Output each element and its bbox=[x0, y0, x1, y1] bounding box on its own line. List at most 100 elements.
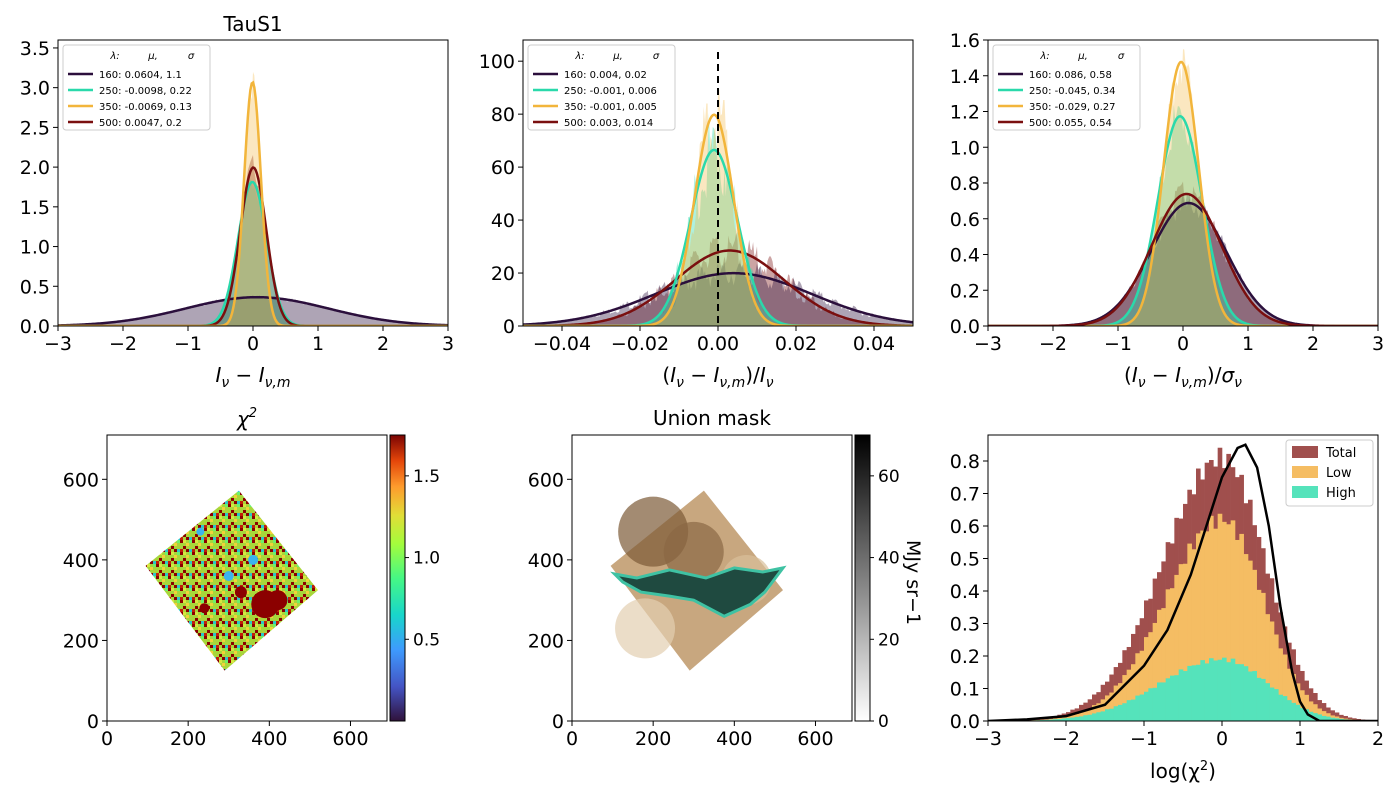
bar-Low bbox=[1113, 685, 1119, 721]
bar-High bbox=[1087, 714, 1093, 721]
bar-High bbox=[1048, 719, 1054, 721]
x-tick-label: 2 bbox=[377, 333, 389, 355]
histogram-500 bbox=[988, 181, 1378, 326]
bar-Low bbox=[1304, 694, 1309, 721]
x-tick-label: −2 bbox=[109, 333, 137, 355]
legend-header: λ: bbox=[109, 51, 119, 62]
bar-Low bbox=[1174, 574, 1179, 721]
bar-High bbox=[1230, 658, 1236, 721]
fit-line-350 bbox=[58, 80, 448, 326]
bar-High bbox=[1170, 675, 1175, 721]
bar-Low bbox=[1295, 683, 1301, 721]
y-tick-label: 0 bbox=[87, 711, 99, 733]
bar-High bbox=[1269, 687, 1275, 721]
bar-Low bbox=[1269, 621, 1275, 721]
legend-box bbox=[62, 44, 211, 131]
x-tick-label: 600 bbox=[332, 728, 368, 750]
bar-High bbox=[1122, 703, 1127, 721]
bar-Low bbox=[1235, 539, 1240, 721]
x-axis-label-part: I bbox=[1175, 363, 1181, 387]
histogram-250 bbox=[523, 112, 913, 326]
model-line bbox=[988, 443, 1378, 721]
y-tick-label: 0 bbox=[503, 316, 515, 338]
bar-High bbox=[1196, 664, 1201, 721]
bar-High bbox=[1239, 664, 1244, 721]
bar-High bbox=[1083, 715, 1088, 721]
bar-High bbox=[1265, 683, 1270, 721]
bar-Low bbox=[1096, 703, 1101, 721]
x-axis-label-part: ν bbox=[1234, 375, 1242, 391]
bar-High bbox=[1213, 660, 1218, 721]
bar-High bbox=[1157, 682, 1162, 721]
bar-Low bbox=[1274, 634, 1279, 721]
legend-entry: 250: -0.0098, 0.22 bbox=[99, 86, 192, 97]
bar-Low bbox=[1313, 704, 1318, 721]
y-tick-label: 2.5 bbox=[20, 117, 50, 139]
bar-High bbox=[1295, 704, 1301, 721]
x-axis-label-part: − bbox=[1146, 363, 1175, 387]
map-feature bbox=[267, 590, 288, 611]
y-tick-label: 0.6 bbox=[950, 516, 980, 538]
x-tick-label: 0 bbox=[1216, 728, 1228, 750]
bar-Low bbox=[1213, 528, 1218, 721]
bar-Low bbox=[1170, 588, 1175, 721]
legend-entry: 350: -0.001, 0.005 bbox=[564, 102, 657, 113]
map-footprint bbox=[145, 490, 318, 671]
legend-entry: Total bbox=[1325, 446, 1356, 461]
x-axis-label-part: ν bbox=[676, 375, 684, 391]
x-tick-label: −2 bbox=[1039, 333, 1067, 355]
bar-High bbox=[1178, 669, 1184, 721]
map-feature bbox=[234, 586, 247, 599]
bar-Low bbox=[1230, 520, 1236, 721]
legend-swatch bbox=[1292, 446, 1318, 458]
bar-Low bbox=[1196, 533, 1201, 721]
bar-High bbox=[1113, 706, 1119, 721]
bar-High bbox=[1183, 671, 1188, 721]
panel-title: TauS1 bbox=[222, 12, 282, 36]
y-tick-label: 0.6 bbox=[950, 209, 980, 231]
y-tick-label: 0.4 bbox=[950, 245, 980, 267]
x-axis-label-part: I bbox=[1132, 363, 1138, 387]
bar-High bbox=[1209, 658, 1214, 721]
y-tick-label: 20 bbox=[491, 263, 515, 285]
x-tick-label: 400 bbox=[251, 728, 287, 750]
x-tick-label: −3 bbox=[974, 333, 1002, 355]
bar-High bbox=[1287, 700, 1292, 721]
x-tick-label: 3 bbox=[1372, 333, 1384, 355]
y-tick-label: 1.6 bbox=[950, 30, 980, 52]
colorbar-tick-label: 1.5 bbox=[413, 467, 440, 487]
fit-line-250 bbox=[988, 114, 1378, 326]
bar-Low bbox=[1144, 637, 1149, 721]
colorbar-tick-label: 1.0 bbox=[413, 549, 440, 569]
bar-Total bbox=[1035, 718, 1041, 721]
legend-swatch bbox=[1292, 466, 1318, 478]
legend-entry: 250: -0.045, 0.34 bbox=[1029, 86, 1116, 97]
bar-High bbox=[1243, 666, 1249, 721]
x-axis-label: (Iν − Iν,m)/σν bbox=[1124, 363, 1242, 391]
y-tick-label: 0.7 bbox=[950, 484, 980, 506]
fit-line-500 bbox=[58, 166, 448, 326]
bar-High bbox=[1044, 719, 1049, 721]
panel-4: 0 200 400 600 0 200 400 600 0 20 40 60 Union mask MJy… bbox=[528, 406, 924, 750]
bar-Low bbox=[1100, 699, 1106, 721]
bar-High bbox=[1304, 709, 1309, 721]
colorbar bbox=[389, 434, 406, 722]
x-axis-label-part: )/ bbox=[745, 363, 760, 387]
bar-High bbox=[1300, 708, 1305, 721]
bar-High bbox=[1226, 662, 1231, 721]
x-axis-label: (Iν − Iν,m)/Iν bbox=[662, 363, 773, 391]
bar-High bbox=[1139, 694, 1145, 721]
histogram-500 bbox=[58, 154, 448, 326]
y-tick-label: 0.3 bbox=[950, 614, 980, 636]
plot-area bbox=[58, 71, 448, 326]
y-tick-label: 200 bbox=[528, 630, 564, 652]
bar-High bbox=[1096, 712, 1101, 721]
y-tick-label: 1.5 bbox=[20, 197, 50, 219]
bar-High bbox=[1118, 704, 1123, 721]
bar-Low bbox=[1131, 664, 1136, 721]
legend-entry: 160: 0.086, 0.58 bbox=[1029, 70, 1112, 81]
bar-Low bbox=[1187, 543, 1192, 721]
y-tick-label: 0.2 bbox=[950, 646, 980, 668]
colorbar bbox=[854, 434, 871, 722]
colorbar-tick-label: 60 bbox=[878, 467, 900, 487]
